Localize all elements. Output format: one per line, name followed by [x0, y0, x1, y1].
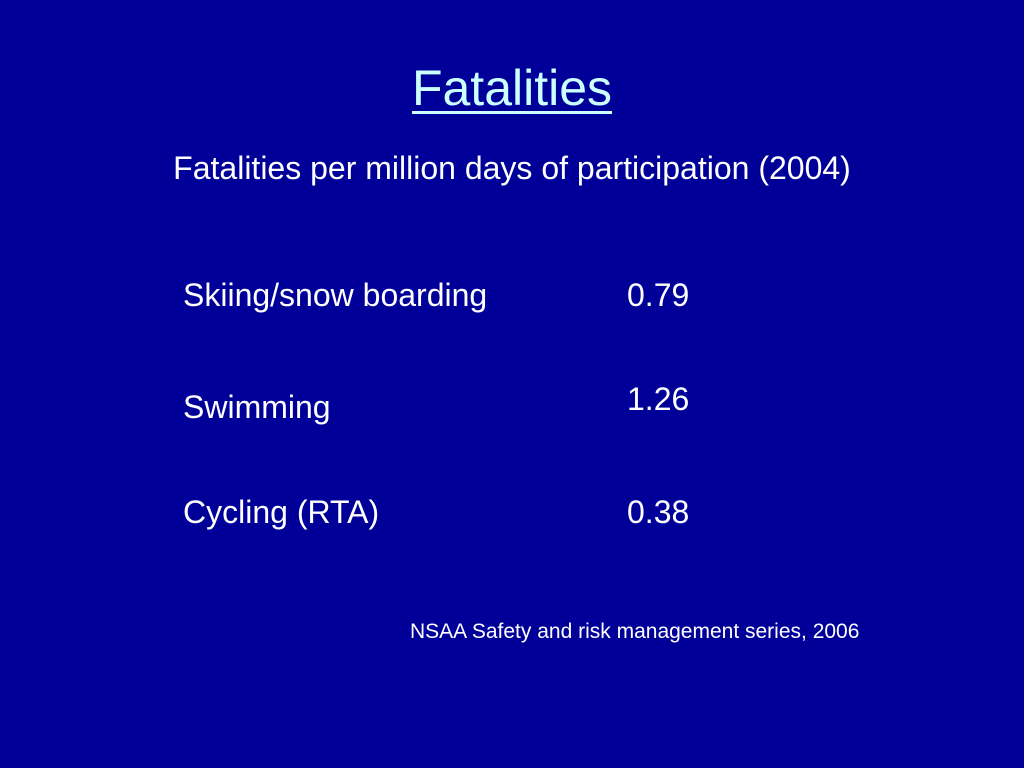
slide-title: Fatalities	[0, 56, 1024, 120]
row-label-swimming: Swimming	[183, 389, 331, 425]
source-citation: NSAA Safety and risk management series, …	[410, 620, 860, 643]
slide-subtitle: Fatalities per million days of participa…	[173, 150, 851, 186]
row-label-skiing: Skiing/snow boarding	[183, 277, 488, 313]
row-value-swimming: 1.26	[627, 381, 690, 417]
row-value-skiing: 0.79	[627, 277, 690, 313]
slide-title-text: Fatalities	[411, 60, 613, 116]
row-label-cycling: Cycling (RTA)	[183, 494, 380, 530]
row-value-cycling: 0.38	[627, 494, 690, 530]
